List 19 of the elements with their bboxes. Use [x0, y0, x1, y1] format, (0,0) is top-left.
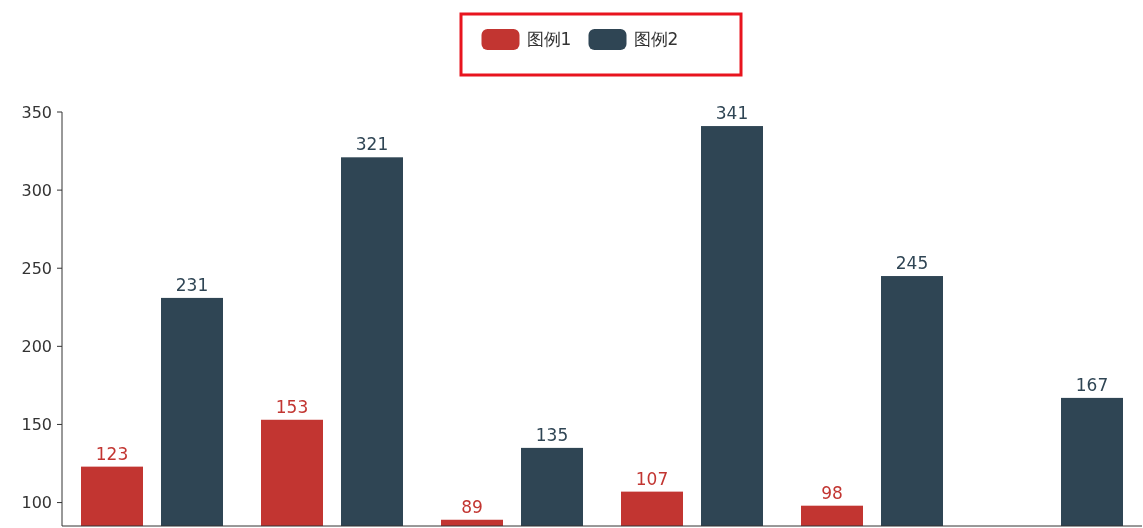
data-label: 167	[1075, 374, 1109, 395]
y-tick-label: 100	[21, 493, 52, 513]
data-label: 135	[535, 424, 569, 445]
y-tick-label: 350	[21, 102, 52, 122]
data-label: 123	[95, 443, 129, 464]
legend-label: 图例1	[526, 28, 572, 49]
data-label: 245	[895, 253, 929, 274]
y-tick-label: 250	[21, 258, 52, 278]
data-label: 89	[461, 496, 483, 517]
data-label: 153	[275, 396, 309, 417]
data-label: 107	[635, 468, 669, 489]
y-tick-label: 150	[21, 415, 52, 435]
y-tick-label: 300	[21, 180, 52, 200]
data-label: 231	[175, 274, 209, 295]
y-tick-label: 200	[21, 336, 52, 356]
data-label: 321	[355, 134, 389, 155]
data-label: 341	[715, 103, 749, 124]
legend-label: 图例2	[633, 28, 679, 49]
data-label: 98	[821, 482, 843, 503]
